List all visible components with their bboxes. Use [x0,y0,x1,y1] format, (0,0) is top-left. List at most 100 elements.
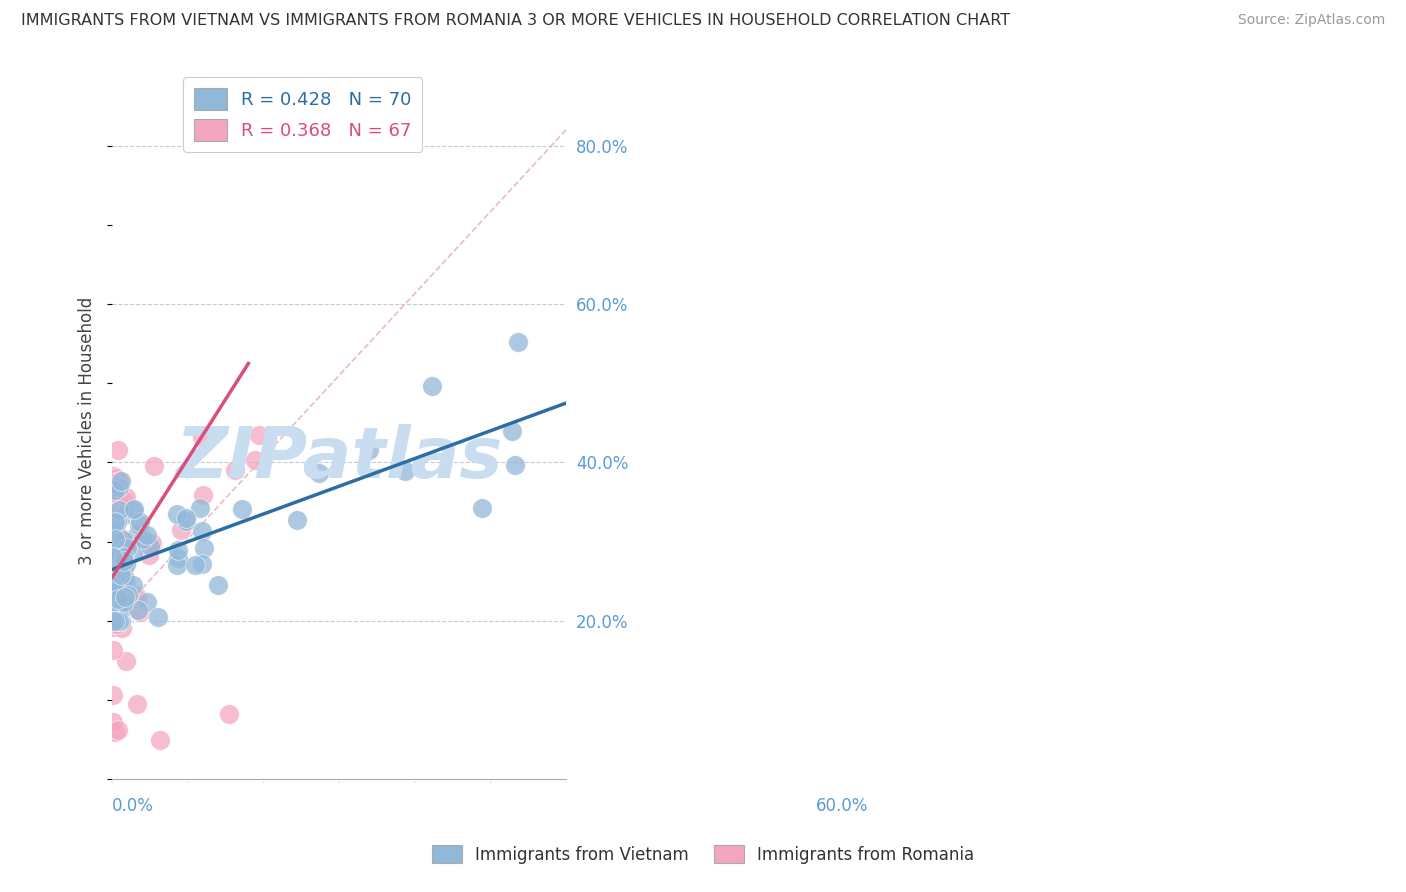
Point [122,542,145,557]
Point [128,518,150,533]
Point [105,505,128,519]
Point [107,515,129,529]
Point [112,595,135,609]
Point [506,334,529,349]
Y-axis label: 3 or more Vehicles in Household: 3 or more Vehicles in Household [79,297,96,565]
Point [190,557,212,571]
Point [501,424,523,438]
Point [503,458,526,472]
Text: ZIPatlas: ZIPatlas [176,425,503,493]
Point [111,532,134,546]
Point [107,578,129,592]
Point [110,475,132,489]
Point [103,573,125,587]
Point [191,430,214,444]
Point [207,578,229,592]
Point [128,603,150,617]
Point [108,480,131,494]
Point [114,590,136,604]
Point [135,538,157,552]
Point [101,475,124,490]
Point [101,583,124,598]
Point [308,467,330,481]
Point [105,512,128,526]
Point [101,643,124,657]
Point [166,558,188,572]
Point [105,486,128,500]
Point [112,550,135,565]
Point [115,554,138,568]
Legend: Immigrants from Vietnam, Immigrants from Romania: Immigrants from Vietnam, Immigrants from… [425,838,981,871]
Point [111,574,134,588]
Point [104,483,127,497]
Point [394,464,416,478]
Point [104,614,127,628]
Point [112,494,135,508]
Point [191,488,214,502]
Point [141,538,163,552]
Point [104,515,127,529]
Point [103,688,125,702]
Point [190,501,212,516]
Point [105,558,128,573]
Point [191,524,214,539]
Point [112,553,135,567]
Point [114,557,136,571]
Point [101,528,124,542]
Point [357,442,380,457]
Point [112,546,135,560]
Point [105,555,128,569]
Point [135,595,157,609]
Point [247,427,270,442]
Point [110,592,132,607]
Point [107,536,129,550]
Point [146,609,169,624]
Point [103,469,125,483]
Point [101,524,124,538]
Point [170,524,193,538]
Point [184,558,207,573]
Point [104,508,127,522]
Point [101,515,124,529]
Point [115,490,138,504]
Point [110,566,132,581]
Point [107,562,129,576]
Point [243,453,266,467]
Point [101,549,124,564]
Point [108,474,131,488]
Point [125,528,148,542]
Point [129,515,152,529]
Point [127,697,149,711]
Point [143,458,166,473]
Point [103,620,125,634]
Point [104,571,127,585]
Point [135,528,157,542]
Point [107,443,129,458]
Point [117,589,139,603]
Point [107,591,129,606]
Point [105,614,128,628]
Point [105,527,128,541]
Text: Source: ZipAtlas.com: Source: ZipAtlas.com [1237,13,1385,28]
Point [111,533,134,548]
Point [110,602,132,616]
Point [224,463,246,477]
Point [174,514,197,528]
Point [110,614,132,628]
Point [122,502,145,516]
Point [103,521,125,535]
Point [218,706,240,721]
Point [174,510,197,524]
Point [115,578,138,592]
Point [141,536,163,550]
Point [107,584,129,599]
Point [139,539,162,553]
Point [115,557,138,571]
Point [167,542,190,557]
Point [101,545,124,559]
Point [101,614,124,628]
Point [112,567,135,582]
Text: 0.0%: 0.0% [112,797,155,814]
Point [131,532,153,546]
Point [104,724,127,739]
